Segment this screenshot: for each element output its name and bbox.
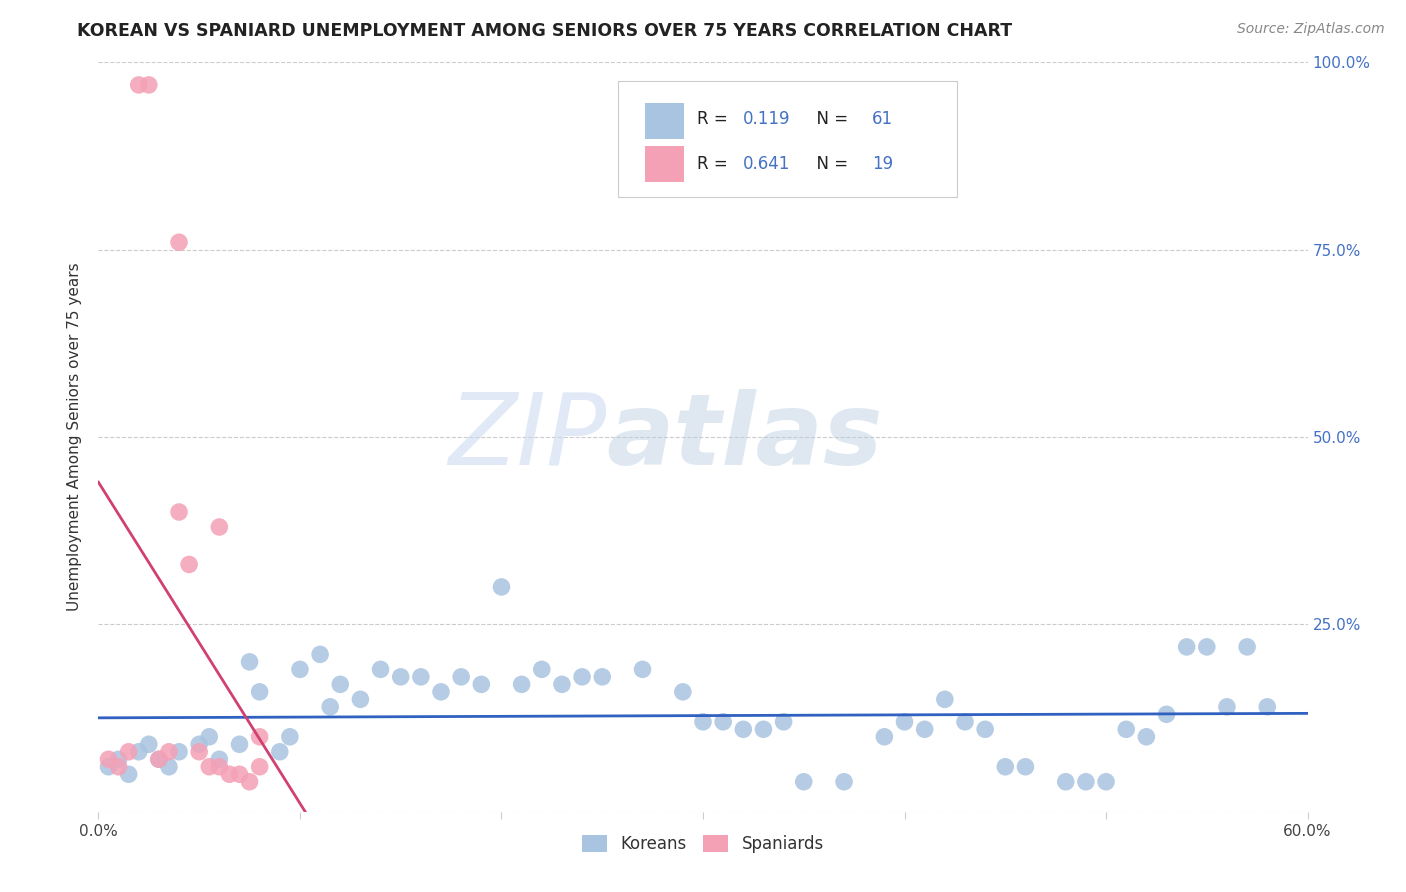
Point [138,737,160,751]
Point [329,677,352,691]
Point [591,670,613,684]
Point [1135,730,1157,744]
Point [148,752,170,766]
Point [1216,699,1239,714]
Point [772,714,794,729]
Point [167,505,190,519]
Point [198,730,221,744]
Point [118,767,141,781]
Point [1175,640,1198,654]
Text: 19: 19 [872,155,893,173]
Point [239,774,262,789]
Point [239,655,262,669]
Point [218,767,240,781]
Point [188,737,211,751]
Point [953,714,976,729]
Text: Source: ZipAtlas.com: Source: ZipAtlas.com [1237,22,1385,37]
Point [491,580,513,594]
Text: KOREAN VS SPANIARD UNEMPLOYMENT AMONG SENIORS OVER 75 YEARS CORRELATION CHART: KOREAN VS SPANIARD UNEMPLOYMENT AMONG SE… [77,22,1012,40]
Text: 61: 61 [872,111,893,128]
Point [893,714,915,729]
Point [319,699,342,714]
Point [530,662,553,676]
Point [974,723,997,737]
Point [832,774,855,789]
Point [208,520,231,534]
Legend: Koreans, Spaniards: Koreans, Spaniards [575,828,831,860]
Point [450,670,472,684]
Point [1095,774,1118,789]
Text: atlas: atlas [606,389,883,485]
Point [208,760,231,774]
Point [269,745,291,759]
Text: 0.119: 0.119 [742,111,790,128]
Text: N =: N = [806,155,853,173]
Point [167,235,190,250]
Point [1256,699,1278,714]
Point [1054,774,1077,789]
Point [128,745,150,759]
Point [107,752,129,766]
Point [157,745,180,759]
Point [249,685,271,699]
Point [97,752,120,766]
Point [370,662,392,676]
Point [571,670,593,684]
FancyBboxPatch shape [645,146,683,182]
Point [198,760,221,774]
Point [430,685,453,699]
Point [1236,640,1258,654]
Point [278,730,301,744]
Point [167,745,190,759]
Point [97,760,120,774]
Point [107,760,129,774]
Y-axis label: Unemployment Among Seniors over 75 years: Unemployment Among Seniors over 75 years [67,263,83,611]
Point [1156,707,1178,722]
Point [873,730,896,744]
Point [711,714,734,729]
Point [208,752,231,766]
Point [692,714,714,729]
Point [148,752,170,766]
Point [157,760,180,774]
Text: R =: R = [697,155,733,173]
Point [934,692,956,706]
Point [228,737,250,751]
Point [228,767,250,781]
Point [914,723,936,737]
Text: N =: N = [806,111,853,128]
Point [752,723,775,737]
Text: 0.641: 0.641 [742,155,790,173]
Point [188,745,211,759]
Point [1074,774,1097,789]
Point [631,662,654,676]
Point [409,670,432,684]
Point [793,774,815,789]
Point [138,78,160,92]
Text: ZIP: ZIP [449,389,606,485]
Point [179,558,201,572]
Point [389,670,412,684]
Point [1014,760,1036,774]
Point [349,692,371,706]
Point [249,760,271,774]
Text: R =: R = [697,111,733,128]
Point [994,760,1017,774]
Point [672,685,695,699]
Point [1115,723,1137,737]
Point [733,723,755,737]
FancyBboxPatch shape [619,81,957,197]
Point [309,648,332,662]
Point [551,677,574,691]
Point [470,677,492,691]
Point [249,730,271,744]
Point [288,662,311,676]
FancyBboxPatch shape [645,103,683,139]
Point [128,78,150,92]
Point [1195,640,1218,654]
Point [118,745,141,759]
Point [510,677,533,691]
